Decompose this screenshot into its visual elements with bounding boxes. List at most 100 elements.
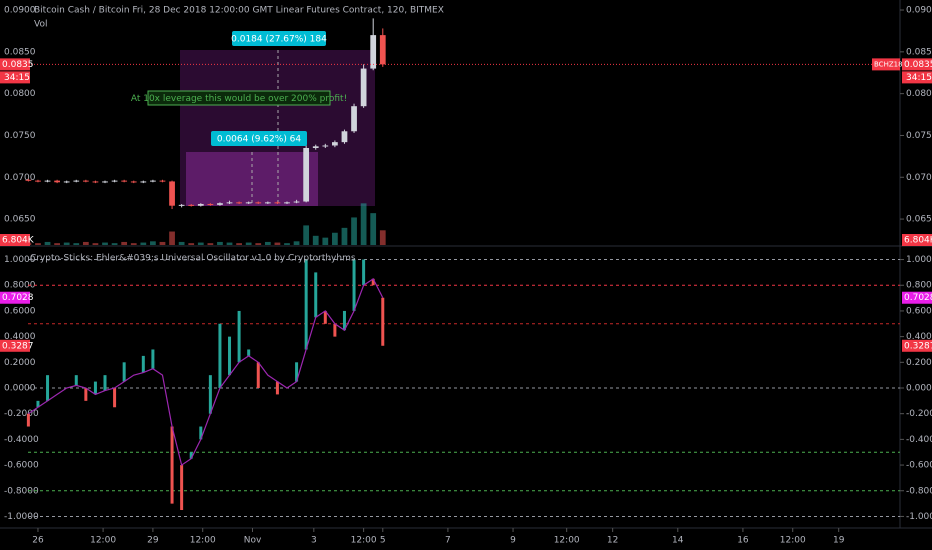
y-tick-label: 0.6000	[906, 306, 932, 316]
price-tag: 0.0835	[904, 60, 932, 70]
y-tick-label: 0.8000	[906, 281, 932, 291]
x-tick-label: 12:00	[190, 536, 216, 546]
candle-body	[245, 202, 252, 204]
volume-bar	[169, 231, 175, 245]
volume-bar	[274, 242, 281, 245]
y-tick-label: 0.0850	[4, 47, 36, 57]
plot: 26 12:00 29 12:00 Nov 3 12:00 5 7 9 12:00 12 14 16 12:…	[0, 6, 932, 546]
candle-body	[25, 179, 32, 181]
tag-box	[902, 339, 932, 352]
candle-body	[379, 35, 386, 65]
volume-bar	[284, 243, 290, 245]
volume-bar	[92, 243, 99, 245]
x-tick-label: 19	[833, 536, 845, 546]
volume-bar	[217, 241, 223, 245]
candle-body	[264, 202, 271, 204]
volume-bar	[360, 203, 367, 245]
volume-bar	[111, 243, 118, 245]
x-tick-label: 5	[380, 536, 386, 546]
candle-body	[332, 142, 338, 146]
volume-bar	[197, 242, 204, 245]
candle-body	[82, 180, 89, 182]
x-tick-label: 26	[32, 536, 44, 546]
candle-body	[226, 202, 233, 204]
volume-bar	[303, 225, 310, 245]
candle-body	[322, 145, 329, 147]
tag-box	[0, 234, 30, 246]
tag-box	[902, 71, 932, 84]
y-tick-label: 0.0750	[4, 131, 36, 141]
volume-tag: 6.804K	[2, 236, 35, 246]
volume-tag: 6.804K	[904, 236, 932, 246]
candle-body	[188, 204, 195, 206]
candle-body	[73, 180, 80, 182]
candle-body	[159, 180, 166, 182]
x-tick-label: 12	[607, 536, 618, 546]
tag-box	[902, 234, 932, 246]
x-tick-label: 7	[445, 536, 451, 546]
candle-body	[197, 204, 204, 206]
measure-label: 0.0184 (27.67%) 184	[231, 35, 327, 45]
volume-bar	[150, 241, 156, 245]
indicator-title: Crypto-Sticks: Ehler&#039;s Universal Os…	[30, 254, 356, 264]
volume-bar	[312, 235, 319, 245]
value-tag: 0.3287	[2, 341, 34, 351]
y-tick-label: -0.6000	[4, 461, 39, 471]
y-tick-label: 0.0700	[906, 173, 932, 183]
volume-bar	[264, 241, 271, 245]
candle-body	[207, 204, 214, 206]
y-tick-label: -0.2000	[906, 409, 932, 419]
oscillator-line	[28, 277, 384, 467]
volume-bar	[293, 241, 300, 245]
x-tick-label: 12:00	[90, 536, 116, 546]
volume-bar	[245, 242, 252, 245]
volume-bar	[140, 242, 147, 245]
volume-bar	[73, 243, 80, 245]
tag-box	[0, 339, 30, 352]
y-tick-label: -1.0000	[4, 512, 39, 522]
y-tick-label: 0.0900	[4, 6, 36, 16]
note-box	[147, 90, 331, 106]
value-tag: 0.7028	[904, 293, 932, 303]
y-tick-label: 0.0850	[906, 47, 932, 57]
y-tick-label: 0.0800	[906, 89, 932, 99]
y-tick-label: 0.0750	[906, 131, 932, 141]
volume-bar	[82, 241, 89, 245]
volume-bar	[188, 243, 195, 245]
volume-bar	[207, 243, 214, 245]
volume-bar	[54, 243, 60, 245]
y-tick-label: -0.2000	[4, 409, 39, 419]
y-tick-label: 0.0650	[4, 215, 36, 225]
candle-body	[303, 148, 310, 202]
candle-body	[169, 181, 175, 206]
volume-bar	[332, 232, 338, 245]
candle-body	[102, 181, 108, 183]
candle-body	[360, 68, 367, 107]
volume-bar	[341, 227, 348, 245]
symbol-tag: BCHZ18	[874, 60, 903, 68]
y-tick-label: 0.8000	[4, 281, 36, 291]
volume-bar	[370, 213, 377, 245]
x-tick-label: 29	[147, 536, 159, 546]
volume-bar	[322, 237, 329, 245]
candle-body	[121, 180, 128, 182]
y-tick-label: -0.4000	[906, 435, 932, 445]
y-tick-label: 0.4000	[906, 332, 932, 342]
candle-body	[150, 180, 156, 182]
volume-bar	[121, 241, 128, 245]
tag-box	[872, 58, 900, 71]
measure-label-box	[232, 31, 326, 46]
candle-body	[178, 204, 185, 206]
volume-title: Vol	[34, 20, 47, 30]
candle-body	[217, 203, 223, 205]
candle-body	[63, 181, 70, 183]
y-tick-label: 0.0900	[906, 6, 932, 16]
x-tick-label: 12:00	[780, 536, 806, 546]
y-tick-label: 1.0000	[906, 255, 932, 265]
x-tick-label: Nov	[244, 536, 262, 546]
y-tick-label: 0.2000	[4, 358, 36, 368]
measure-label-box	[211, 131, 307, 146]
tag-box	[0, 291, 30, 304]
